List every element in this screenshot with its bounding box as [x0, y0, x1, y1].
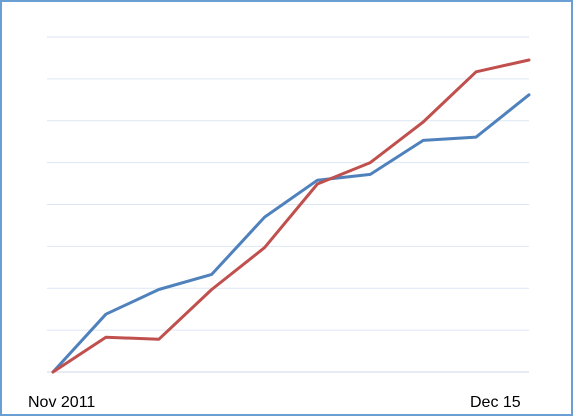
x-tick-label-last: Dec 15 — [470, 394, 521, 411]
series-line-2 — [51, 58, 531, 374]
series-layer — [51, 58, 531, 374]
series-line-1 — [51, 93, 531, 374]
gridlines — [47, 36, 529, 373]
x-tick-label-first: Nov 2011 — [28, 394, 95, 411]
